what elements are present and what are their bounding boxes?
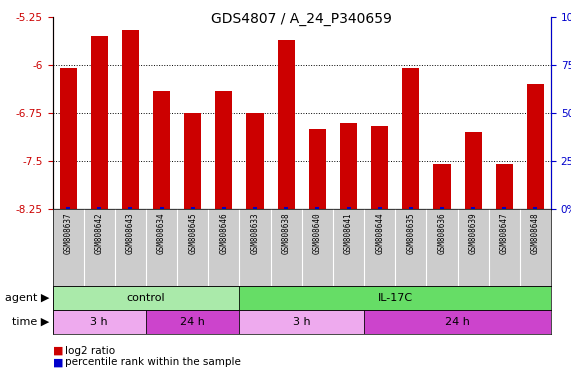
- Bar: [239, 286, 551, 310]
- Bar: [433, 164, 451, 209]
- Bar: [340, 123, 357, 209]
- Bar: [239, 310, 364, 334]
- Bar: [215, 91, 232, 209]
- Bar: [371, 126, 388, 209]
- Text: 3 h: 3 h: [293, 317, 311, 327]
- Bar: [153, 91, 170, 209]
- Text: GSM808636: GSM808636: [437, 212, 447, 254]
- Bar: [91, 36, 108, 209]
- Text: 3 h: 3 h: [90, 317, 108, 327]
- Text: GSM808645: GSM808645: [188, 212, 197, 254]
- Text: GSM808642: GSM808642: [95, 212, 104, 254]
- Bar: [53, 286, 239, 310]
- Text: 24 h: 24 h: [180, 317, 205, 327]
- Text: GSM808641: GSM808641: [344, 212, 353, 254]
- Text: GSM808648: GSM808648: [531, 212, 540, 254]
- Bar: [247, 113, 264, 209]
- Text: GSM808635: GSM808635: [407, 212, 415, 254]
- Bar: [527, 84, 544, 209]
- Bar: [309, 129, 326, 209]
- Text: GSM808646: GSM808646: [219, 212, 228, 254]
- Text: IL-17C: IL-17C: [377, 293, 413, 303]
- Text: GSM808644: GSM808644: [375, 212, 384, 254]
- Bar: [184, 113, 202, 209]
- Text: ■: ■: [53, 346, 63, 356]
- Text: log2 ratio: log2 ratio: [65, 346, 115, 356]
- Bar: [146, 310, 239, 334]
- Bar: [402, 68, 419, 209]
- Text: GSM808634: GSM808634: [157, 212, 166, 254]
- Bar: [364, 310, 551, 334]
- Text: GSM808647: GSM808647: [500, 212, 509, 254]
- Bar: [278, 40, 295, 209]
- Text: ■: ■: [53, 358, 63, 367]
- Bar: [122, 30, 139, 209]
- Bar: [53, 310, 146, 334]
- Text: GSM808638: GSM808638: [282, 212, 291, 254]
- Text: percentile rank within the sample: percentile rank within the sample: [65, 358, 241, 367]
- Text: 24 h: 24 h: [445, 317, 470, 327]
- Text: time ▶: time ▶: [13, 317, 50, 327]
- Text: GDS4807 / A_24_P340659: GDS4807 / A_24_P340659: [211, 12, 392, 25]
- Bar: [496, 164, 513, 209]
- Text: GSM808637: GSM808637: [63, 212, 73, 254]
- Bar: [59, 68, 77, 209]
- Text: GSM808639: GSM808639: [469, 212, 477, 254]
- Text: agent ▶: agent ▶: [5, 293, 50, 303]
- Text: control: control: [127, 293, 166, 303]
- Bar: [465, 132, 482, 209]
- Text: GSM808643: GSM808643: [126, 212, 135, 254]
- Text: GSM808640: GSM808640: [313, 212, 322, 254]
- Text: GSM808633: GSM808633: [251, 212, 260, 254]
